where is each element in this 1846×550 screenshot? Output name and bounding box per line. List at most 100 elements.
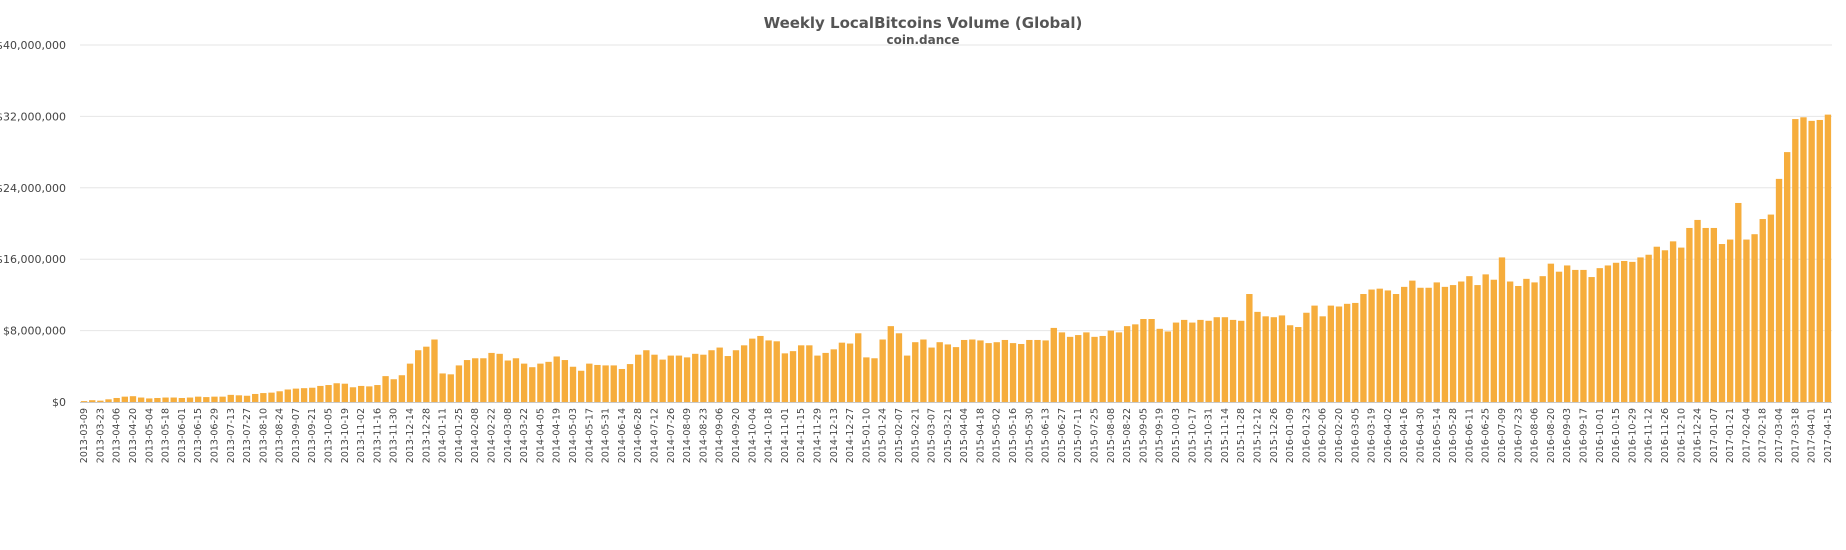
bar[interactable]: [1278, 315, 1286, 402]
bar[interactable]: [757, 335, 764, 402]
bar[interactable]: [1531, 282, 1538, 402]
bar[interactable]: [993, 342, 1000, 402]
bar[interactable]: [1490, 279, 1498, 402]
bar[interactable]: [683, 357, 691, 403]
bar[interactable]: [1295, 327, 1302, 402]
bar[interactable]: [806, 345, 813, 402]
bar[interactable]: [80, 401, 88, 402]
bar[interactable]: [1343, 303, 1351, 402]
bar[interactable]: [357, 385, 365, 402]
bar[interactable]: [838, 342, 846, 402]
bar[interactable]: [1425, 287, 1432, 402]
bar[interactable]: [455, 365, 463, 402]
bar[interactable]: [162, 397, 169, 402]
bar[interactable]: [1384, 290, 1392, 402]
bar[interactable]: [553, 356, 560, 402]
bar[interactable]: [186, 397, 194, 402]
bar[interactable]: [569, 366, 577, 402]
bar[interactable]: [89, 400, 96, 402]
bar[interactable]: [317, 385, 324, 402]
bar[interactable]: [1221, 317, 1229, 402]
bar[interactable]: [1555, 271, 1563, 402]
bar[interactable]: [1710, 227, 1718, 402]
bar[interactable]: [121, 396, 128, 402]
bar[interactable]: [586, 363, 593, 402]
bar[interactable]: [903, 355, 911, 402]
bar[interactable]: [879, 339, 886, 402]
bar[interactable]: [1808, 120, 1815, 403]
bar[interactable]: [203, 397, 210, 402]
bar[interactable]: [1743, 239, 1750, 402]
bar[interactable]: [1001, 339, 1009, 402]
bar[interactable]: [822, 352, 829, 402]
bar[interactable]: [447, 374, 454, 402]
bar[interactable]: [765, 340, 772, 402]
bar[interactable]: [211, 396, 218, 402]
bar[interactable]: [635, 354, 642, 402]
bar[interactable]: [292, 388, 300, 402]
bar[interactable]: [1246, 294, 1253, 402]
bar[interactable]: [871, 358, 878, 402]
bar[interactable]: [1009, 343, 1017, 402]
bar[interactable]: [1612, 262, 1620, 402]
bar[interactable]: [1637, 257, 1644, 402]
bar[interactable]: [463, 360, 471, 402]
bar[interactable]: [472, 358, 479, 402]
bar[interactable]: [1547, 263, 1555, 402]
bar[interactable]: [398, 375, 406, 402]
bar[interactable]: [1466, 276, 1473, 402]
bar[interactable]: [1441, 286, 1449, 402]
bar[interactable]: [1270, 317, 1277, 402]
bar[interactable]: [1702, 227, 1709, 402]
bar[interactable]: [1213, 317, 1220, 402]
bar[interactable]: [1376, 288, 1383, 402]
bar[interactable]: [1498, 257, 1506, 402]
bar[interactable]: [920, 339, 927, 402]
bar[interactable]: [1645, 254, 1652, 402]
bar[interactable]: [1653, 246, 1660, 402]
bar[interactable]: [333, 383, 340, 402]
bar[interactable]: [1784, 152, 1791, 402]
bar[interactable]: [243, 395, 251, 402]
bar[interactable]: [1091, 336, 1098, 402]
bar[interactable]: [1018, 343, 1025, 402]
bar[interactable]: [537, 363, 544, 402]
bar[interactable]: [577, 370, 585, 402]
bar[interactable]: [1319, 316, 1326, 402]
bar[interactable]: [382, 376, 389, 402]
bar[interactable]: [423, 346, 430, 402]
bar[interactable]: [415, 350, 422, 402]
bar[interactable]: [260, 393, 267, 402]
bar[interactable]: [341, 383, 349, 402]
bar[interactable]: [1669, 241, 1677, 402]
bar[interactable]: [374, 385, 381, 402]
bar[interactable]: [969, 339, 976, 402]
bar[interactable]: [1417, 287, 1424, 402]
bar[interactable]: [1523, 278, 1530, 402]
bar[interactable]: [390, 379, 397, 402]
bar[interactable]: [1042, 340, 1049, 402]
bar[interactable]: [789, 351, 797, 402]
bar[interactable]: [1515, 285, 1522, 402]
bar[interactable]: [626, 364, 634, 402]
bar[interactable]: [1604, 265, 1612, 402]
bar[interactable]: [1775, 178, 1783, 403]
bar[interactable]: [716, 347, 723, 402]
bar[interactable]: [985, 343, 992, 402]
bar[interactable]: [146, 398, 153, 402]
bar[interactable]: [960, 339, 968, 402]
bar[interactable]: [309, 387, 316, 402]
bar[interactable]: [561, 360, 569, 402]
bar[interactable]: [1629, 261, 1636, 402]
bar[interactable]: [724, 356, 732, 402]
bar[interactable]: [781, 353, 789, 402]
bar[interactable]: [496, 353, 503, 402]
bar[interactable]: [1621, 260, 1628, 402]
bar[interactable]: [667, 355, 674, 402]
bar[interactable]: [944, 344, 952, 402]
bar[interactable]: [1588, 277, 1595, 402]
bar[interactable]: [325, 385, 332, 402]
bar[interactable]: [1115, 332, 1123, 402]
bar[interactable]: [1735, 202, 1742, 402]
bar[interactable]: [708, 350, 715, 402]
